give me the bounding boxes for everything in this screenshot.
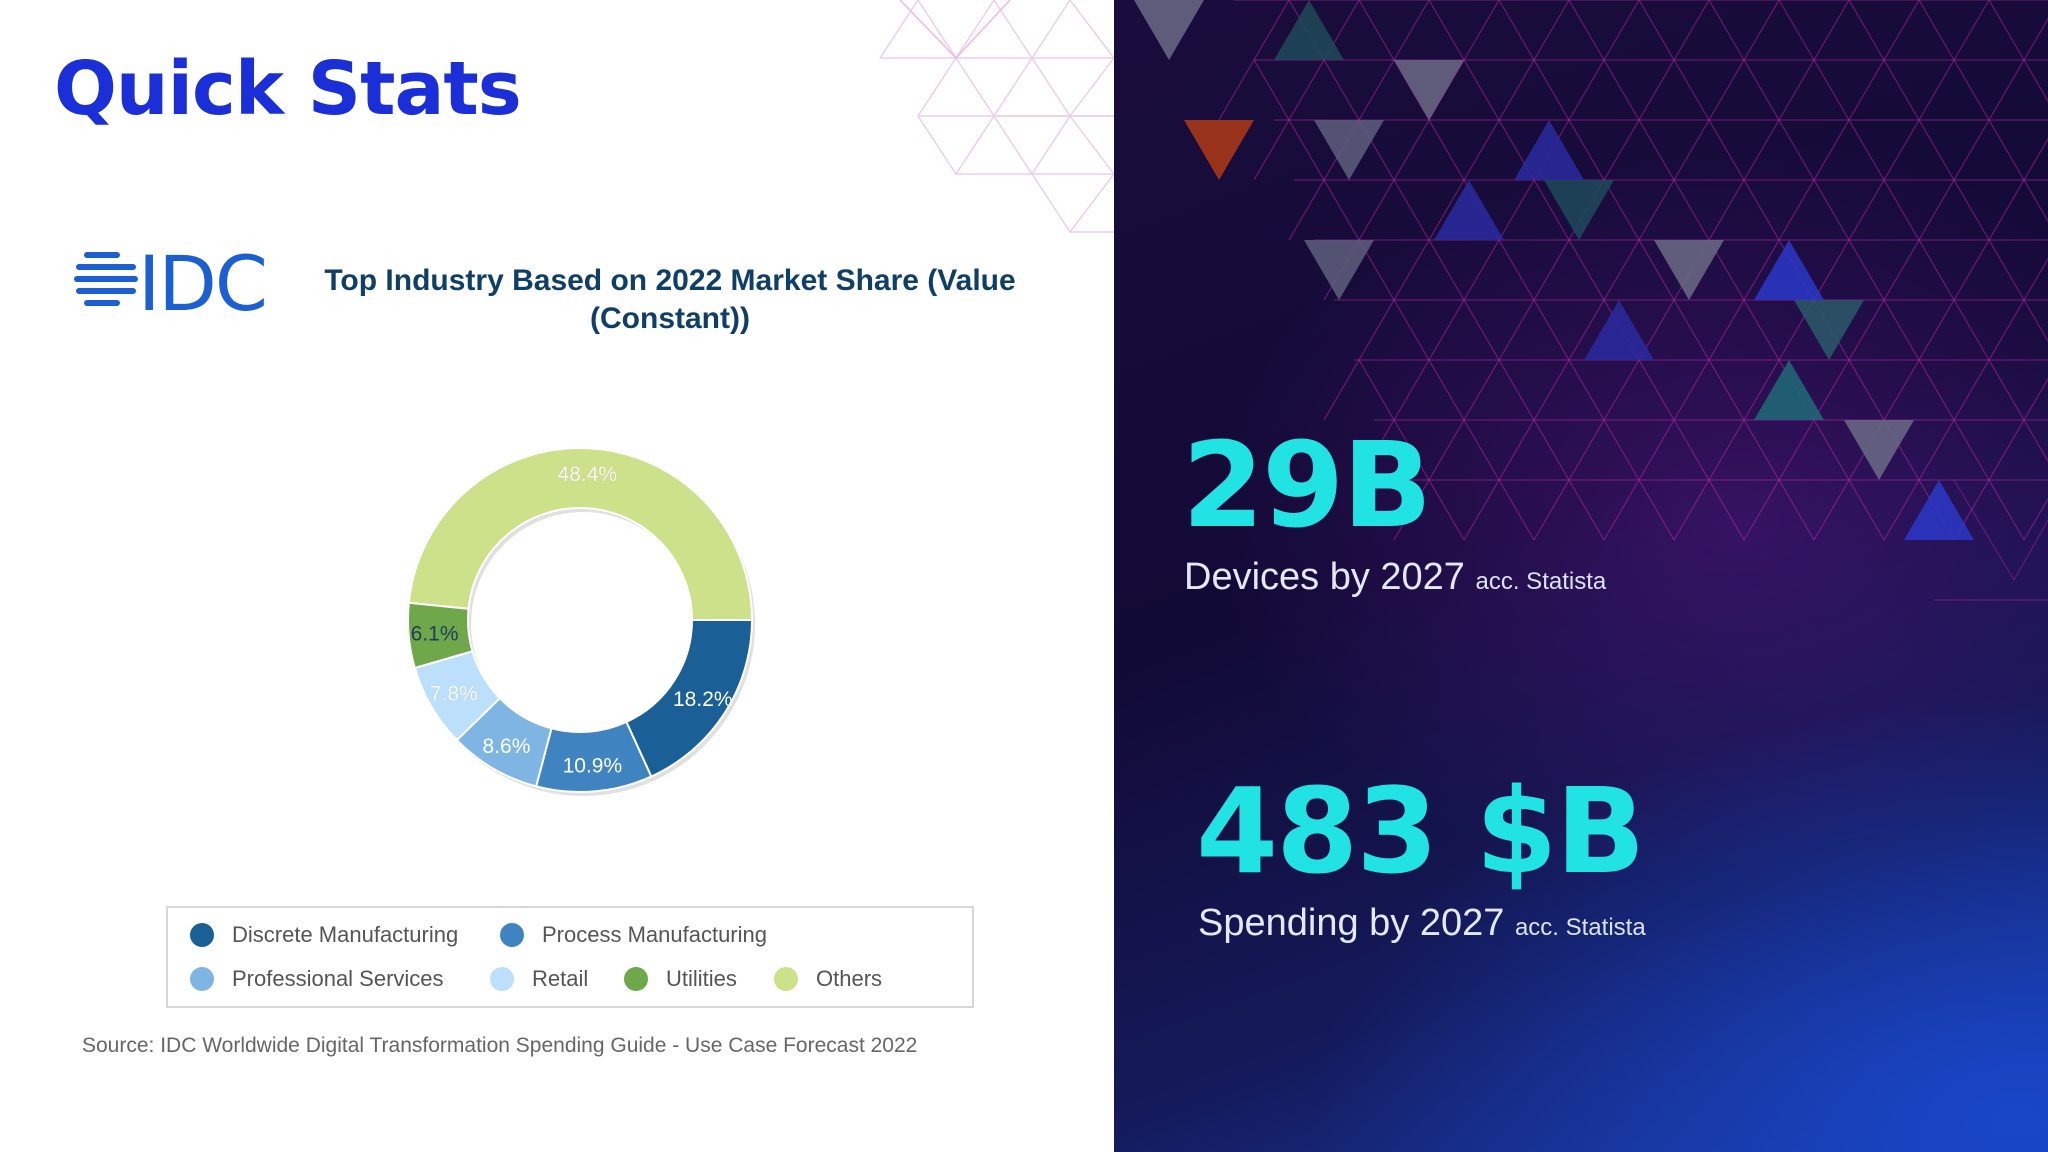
stat-spending-source: acc. Statista [1514, 914, 1646, 941]
legend-label-others: Others [816, 966, 883, 991]
stat-spending-caption-text: Spending by 2027 [1198, 902, 1505, 944]
legend-item-utilities: Utilities [624, 964, 737, 994]
donut-label-discrete-manufacturing: 18.2% [673, 688, 733, 711]
donut-label-others: 48.4% [558, 463, 618, 486]
legend-swatch-utilities [624, 967, 648, 991]
stat-spending-caption: Spending by 2027 acc. Statista [1198, 902, 1646, 945]
page-title: Quick Stats [54, 46, 522, 132]
legend-swatch-professional-services [190, 967, 214, 991]
chart-legend: Discrete Manufacturing Process Manufactur… [166, 906, 974, 1008]
legend-label-discrete-manufacturing: Discrete Manufacturing [232, 922, 459, 947]
legend-swatch-discrete-manufacturing [190, 923, 214, 947]
stat-spending-value: 483 $B [1196, 762, 1645, 900]
donut-slice-others [407, 447, 754, 621]
chart-title: Top Industry Based on 2022 Market Share … [324, 264, 1016, 335]
stat-devices-value: 29B [1182, 416, 1432, 554]
idc-logo: IDC [74, 248, 268, 316]
donut-label-retail: 7.8% [430, 683, 478, 706]
legend-item-discrete-manufacturing: Discrete Manufacturing [190, 920, 458, 950]
legend-item-retail: Retail [490, 964, 588, 994]
donut-chart: 18.2% 10.9% 8.6% 7.8% 6.1% 48.4% [407, 447, 755, 796]
legend-swatch-others [774, 967, 798, 991]
legend-label-process-manufacturing: Process Manufacturing [542, 922, 767, 947]
stat-devices-caption-text: Devices by 2027 [1184, 556, 1465, 598]
chart-source: Source: IDC Worldwide Digital Transforma… [82, 1034, 918, 1057]
idc-logo-text: IDC [138, 248, 266, 316]
legend-item-professional-services: Professional Services [190, 964, 444, 994]
legend-swatch-process-manufacturing [500, 923, 524, 947]
decorative-triangle-background [1134, 0, 2048, 601]
decorative-triangle-pattern [879, 0, 1114, 234]
left-panel: Quick Stats IDC Top Industry Based on 20… [54, 0, 1114, 1057]
legend-label-professional-services: Professional Services [232, 966, 444, 991]
legend-item-process-manufacturing: Process Manufacturing [500, 920, 767, 950]
donut-label-professional-services: 8.6% [483, 735, 531, 758]
donut-label-utilities: 6.1% [411, 622, 459, 645]
legend-item-others: Others [774, 964, 882, 994]
donut-label-process-manufacturing: 10.9% [563, 754, 623, 777]
legend-label-retail: Retail [532, 966, 589, 991]
right-panel [1114, 0, 2048, 1152]
stat-devices-caption: Devices by 2027 acc. Statista [1184, 556, 1606, 599]
stat-devices-source: acc. Statista [1475, 568, 1607, 595]
legend-swatch-retail [490, 967, 514, 991]
legend-label-utilities: Utilities [666, 966, 737, 991]
triangle-grid [1134, 0, 2048, 601]
